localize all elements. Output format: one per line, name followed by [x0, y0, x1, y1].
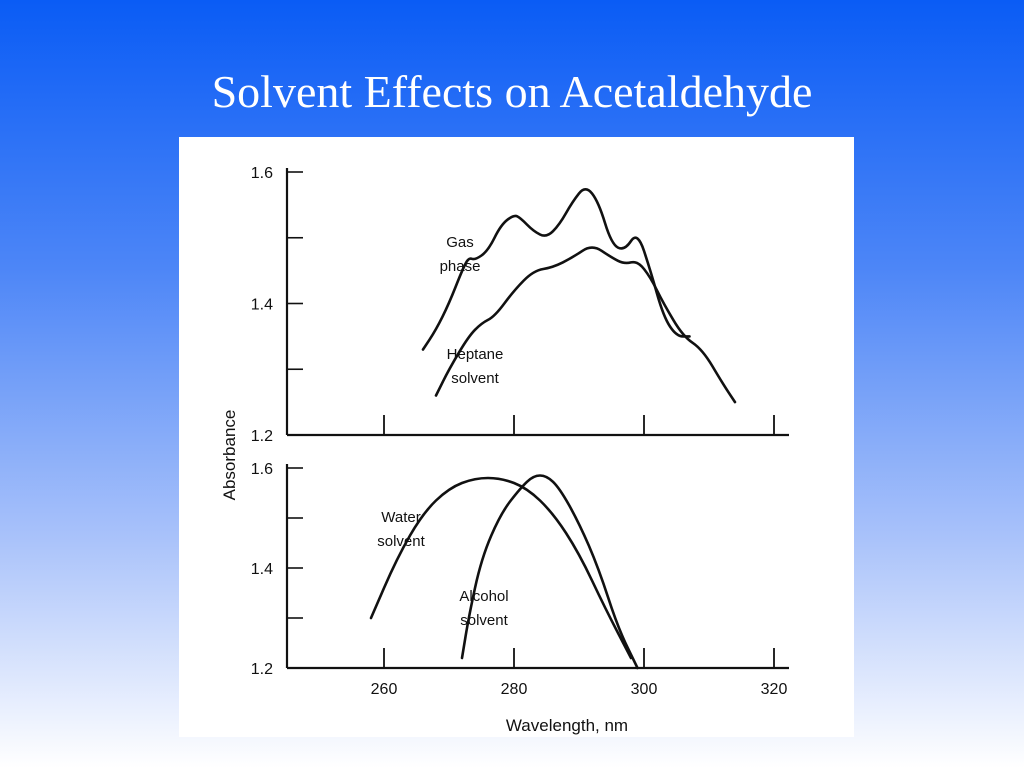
- panel-top: 1.6 1.4 1.2 Gas phase Heptane solvent: [251, 165, 789, 445]
- slide-title: Solvent Effects on Acetaldehyde: [211, 66, 813, 117]
- y-tick-label: 1.4: [251, 297, 273, 314]
- series-line-alcohol-solvent: [460, 474, 639, 670]
- panel-bottom: 1.6 1.4 1.2 260 280 300 320 Water solvent Alcohol…: [251, 461, 789, 698]
- series-label: Alcohol: [459, 588, 508, 605]
- y-axis-label: Absorbance: [220, 410, 239, 501]
- series-label: solvent: [451, 370, 499, 387]
- series-label: solvent: [377, 533, 425, 550]
- chart-svg: Absorbance Wavelength, nm 1.6 1.4 1.2 Gas ph…: [220, 165, 789, 735]
- y-tick-label: 1.2: [251, 661, 273, 678]
- series-line-gas-phase: [421, 188, 691, 351]
- y-tick-label: 1.4: [251, 561, 273, 578]
- series-line-heptane-solvent: [434, 246, 737, 404]
- series-line-water-solvent: [369, 476, 633, 660]
- x-tick-label: 300: [631, 681, 658, 698]
- y-tick-label: 1.2: [251, 428, 273, 445]
- series-label: Water: [381, 509, 420, 526]
- x-tick-label: 320: [761, 681, 788, 698]
- absorbance-figure: Absorbance Wavelength, nm 1.6 1.4 1.2 Gas ph…: [179, 137, 854, 737]
- x-tick-label: 260: [371, 681, 398, 698]
- y-tick-label: 1.6: [251, 165, 273, 182]
- series-label: solvent: [460, 612, 508, 629]
- x-tick-label: 280: [501, 681, 528, 698]
- x-axis-label: Wavelength, nm: [506, 716, 628, 735]
- series-label: phase: [440, 258, 481, 275]
- series-label: Heptane: [447, 346, 504, 363]
- y-tick-label: 1.6: [251, 461, 273, 478]
- series-label: Gas: [446, 234, 474, 251]
- ylabel-group: Absorbance: [220, 410, 239, 501]
- xlabel-group: Wavelength, nm: [506, 716, 628, 735]
